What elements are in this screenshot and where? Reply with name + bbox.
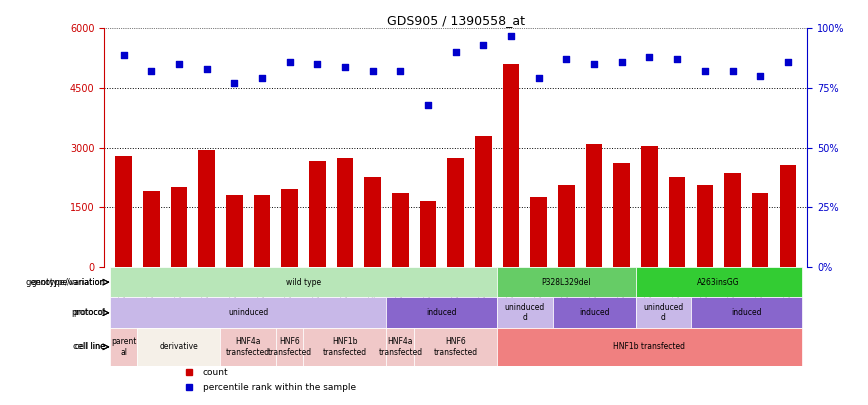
- Point: [477, 42, 490, 48]
- Bar: [724, 173, 740, 267]
- Point: [449, 49, 463, 55]
- Bar: [669, 177, 686, 267]
- Point: [421, 101, 435, 108]
- FancyBboxPatch shape: [386, 297, 497, 328]
- Bar: [392, 193, 409, 267]
- FancyBboxPatch shape: [276, 328, 304, 366]
- Bar: [337, 158, 353, 267]
- Point: [642, 54, 656, 60]
- Bar: [696, 185, 713, 267]
- FancyBboxPatch shape: [497, 267, 635, 297]
- Point: [560, 56, 574, 63]
- Bar: [779, 166, 796, 267]
- Text: HNF1b
transfected: HNF1b transfected: [323, 337, 367, 356]
- Bar: [226, 195, 242, 267]
- Point: [698, 68, 712, 75]
- Bar: [447, 158, 464, 267]
- Bar: [752, 193, 768, 267]
- Bar: [115, 156, 132, 267]
- FancyBboxPatch shape: [635, 297, 691, 328]
- FancyBboxPatch shape: [553, 297, 635, 328]
- Text: cell line: cell line: [75, 342, 104, 352]
- Point: [670, 56, 684, 63]
- Text: uninduced
d: uninduced d: [643, 303, 683, 322]
- FancyBboxPatch shape: [635, 267, 802, 297]
- Point: [338, 63, 352, 70]
- Text: HNF6
transfected: HNF6 transfected: [267, 337, 312, 356]
- Bar: [503, 64, 519, 267]
- Text: A263insGG: A263insGG: [697, 278, 740, 287]
- Point: [311, 61, 325, 67]
- Title: GDS905 / 1390558_at: GDS905 / 1390558_at: [387, 14, 524, 27]
- Point: [532, 75, 546, 82]
- Text: genotype/variation: genotype/variation: [25, 278, 106, 287]
- FancyBboxPatch shape: [109, 267, 497, 297]
- Point: [255, 75, 269, 82]
- Bar: [143, 191, 160, 267]
- Text: protocol: protocol: [71, 308, 106, 317]
- Point: [116, 51, 130, 58]
- FancyBboxPatch shape: [386, 328, 414, 366]
- Bar: [171, 188, 187, 267]
- FancyBboxPatch shape: [497, 328, 802, 366]
- Text: cell line: cell line: [73, 342, 106, 352]
- FancyBboxPatch shape: [497, 297, 553, 328]
- Text: parent
al: parent al: [111, 337, 136, 356]
- Text: count: count: [202, 368, 228, 377]
- Bar: [558, 185, 575, 267]
- Text: uninduced
d: uninduced d: [505, 303, 545, 322]
- Text: percentile rank within the sample: percentile rank within the sample: [202, 383, 356, 392]
- Point: [587, 61, 601, 67]
- FancyBboxPatch shape: [109, 328, 137, 366]
- Text: induced: induced: [731, 308, 761, 317]
- Text: induced: induced: [579, 308, 609, 317]
- Point: [227, 80, 241, 86]
- Point: [615, 58, 628, 65]
- Text: protocol: protocol: [73, 308, 104, 317]
- Text: HNF4a
transfected: HNF4a transfected: [226, 337, 270, 356]
- Point: [781, 58, 795, 65]
- Bar: [198, 149, 215, 267]
- Bar: [614, 164, 630, 267]
- FancyBboxPatch shape: [414, 328, 497, 366]
- Text: HNF1b transfected: HNF1b transfected: [614, 342, 686, 352]
- Bar: [253, 195, 270, 267]
- Point: [172, 61, 186, 67]
- Text: HNF6
transfected: HNF6 transfected: [434, 337, 477, 356]
- Point: [504, 32, 518, 39]
- Point: [753, 73, 767, 79]
- Bar: [420, 201, 437, 267]
- FancyBboxPatch shape: [137, 328, 220, 366]
- Text: uninduced: uninduced: [228, 308, 268, 317]
- FancyBboxPatch shape: [691, 297, 802, 328]
- Text: derivative: derivative: [160, 342, 198, 352]
- Bar: [309, 162, 326, 267]
- Point: [726, 68, 740, 75]
- Text: wild type: wild type: [286, 278, 321, 287]
- Bar: [281, 189, 298, 267]
- Bar: [475, 136, 491, 267]
- Bar: [365, 177, 381, 267]
- Bar: [530, 197, 547, 267]
- Text: HNF4a
transfected: HNF4a transfected: [378, 337, 423, 356]
- Text: induced: induced: [426, 308, 457, 317]
- FancyBboxPatch shape: [109, 297, 386, 328]
- Point: [365, 68, 379, 75]
- Point: [144, 68, 158, 75]
- Bar: [641, 145, 658, 267]
- FancyBboxPatch shape: [220, 328, 276, 366]
- Point: [283, 58, 297, 65]
- Point: [393, 68, 407, 75]
- Bar: [586, 144, 602, 267]
- Text: genotype/variation: genotype/variation: [31, 278, 104, 287]
- Point: [200, 66, 214, 72]
- FancyBboxPatch shape: [304, 328, 386, 366]
- Text: P328L329del: P328L329del: [542, 278, 591, 287]
